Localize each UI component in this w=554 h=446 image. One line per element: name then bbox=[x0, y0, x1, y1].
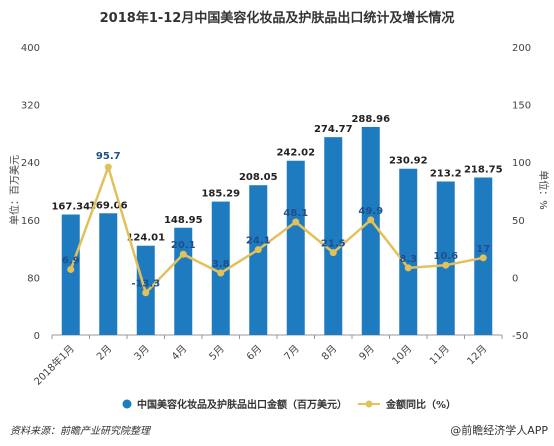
growth-point bbox=[142, 289, 150, 297]
growth-data-label: 10.6 bbox=[433, 251, 458, 262]
bar bbox=[399, 168, 418, 335]
watermark-text: @前瞻经济学人APP bbox=[450, 423, 548, 437]
growth-point bbox=[479, 254, 487, 262]
bar-data-label: 124.01 bbox=[126, 233, 165, 244]
legend-line-dot bbox=[365, 400, 373, 408]
chart-title: 2018年1-12月中国美容化妆品及护肤品出口统计及增长情况 bbox=[100, 10, 455, 26]
legend-bar-text: 中国美容化妆品及护肤品出口金额（百万美元） bbox=[137, 398, 347, 411]
bar-data-label: 288.96 bbox=[351, 114, 390, 125]
growth-data-label: 20.1 bbox=[171, 240, 196, 251]
bar-data-label: 274.77 bbox=[314, 124, 353, 135]
x-tick-labels: 2018年1月 2月 3月 4月 5月 6月 7月 8月 9月 10月 11月 12月 bbox=[31, 342, 489, 388]
bar bbox=[286, 160, 305, 335]
growth-data-label: 95.7 bbox=[96, 151, 121, 162]
y-right-tick-label: -50 bbox=[512, 331, 528, 342]
bar-data-label: 230.92 bbox=[389, 156, 428, 167]
growth-point bbox=[367, 216, 375, 224]
growth-point bbox=[254, 246, 262, 254]
y-right-axis-label: 单位：% bbox=[537, 170, 550, 210]
x-tick-label: 2月 bbox=[94, 343, 114, 363]
x-tick-label: 11月 bbox=[427, 343, 452, 368]
bar bbox=[99, 213, 118, 335]
bar bbox=[174, 227, 193, 335]
x-tick-label: 10月 bbox=[390, 343, 415, 368]
growth-data-label: 48.1 bbox=[283, 208, 308, 219]
bar bbox=[211, 201, 230, 335]
bar bbox=[436, 181, 455, 335]
growth-point bbox=[404, 264, 412, 272]
legend: 中国美容化妆品及护肤品出口金额（百万美元） 金额同比（%） bbox=[122, 398, 456, 411]
y-left-tick-label: 400 bbox=[21, 43, 40, 54]
y-right-tick-label: 150 bbox=[512, 101, 531, 112]
x-tick-label: 9月 bbox=[357, 343, 377, 363]
y-left-tick-label: 160 bbox=[21, 216, 40, 227]
bar-data-label: 242.02 bbox=[276, 148, 315, 159]
growth-data-label: 17 bbox=[476, 244, 490, 255]
growth-data-label: 21.5 bbox=[321, 239, 346, 250]
y-right-tick-label: 100 bbox=[512, 158, 531, 169]
x-tick-label: 12月 bbox=[465, 343, 490, 368]
bar-data-label: 185.29 bbox=[201, 189, 240, 200]
bar-data-label: 208.05 bbox=[239, 172, 278, 183]
x-tick-label: 5月 bbox=[207, 343, 227, 363]
growth-data-label: -13.3 bbox=[131, 279, 160, 290]
growth-point bbox=[67, 265, 75, 273]
legend-bar-marker bbox=[122, 399, 132, 409]
bar bbox=[61, 214, 80, 335]
growth-data-label: 3.8 bbox=[212, 259, 230, 270]
x-tick-label: 8月 bbox=[319, 343, 339, 363]
y-left-axis-label: 单位：百万美元 bbox=[8, 155, 21, 225]
bar bbox=[324, 137, 343, 335]
growth-data-label: 6.9 bbox=[62, 255, 80, 266]
y-left-tick-label: 0 bbox=[34, 331, 40, 342]
growth-point bbox=[104, 163, 112, 171]
bar bbox=[361, 126, 380, 336]
growth-point bbox=[292, 218, 300, 226]
x-tick-label: 2018年1月 bbox=[31, 342, 77, 388]
y-right-tick-label: 0 bbox=[512, 273, 518, 284]
x-tick-label: 6月 bbox=[244, 343, 264, 363]
bar bbox=[249, 185, 268, 335]
line-series: 6.9 95.7 -13.3 20.1 3.8 24.1 48.1 21.5 49.9 8.3 10… bbox=[62, 151, 490, 297]
growth-point bbox=[217, 269, 225, 277]
x-tick-label: 3月 bbox=[132, 343, 152, 363]
y-left-tick-label: 80 bbox=[27, 273, 40, 284]
bar-data-label: 218.75 bbox=[464, 165, 503, 176]
x-tick-label: 4月 bbox=[169, 343, 189, 363]
bar-data-label: 167.34 bbox=[51, 202, 90, 213]
y-left-tick-label: 240 bbox=[21, 158, 40, 169]
bar-data-label: 213.2 bbox=[430, 168, 462, 179]
growth-line bbox=[69, 163, 484, 296]
axes: 0 80 160 240 320 400 -50 0 50 100 150 200 bbox=[21, 43, 531, 342]
y-left-tick-label: 320 bbox=[21, 101, 40, 112]
y-right-tick-label: 200 bbox=[512, 43, 531, 54]
bar-data-label: 148.95 bbox=[164, 215, 203, 226]
growth-point bbox=[329, 249, 337, 257]
source-note: 资料来源：前瞻产业研究院整理 bbox=[10, 425, 152, 437]
x-tick-label: 7月 bbox=[282, 343, 302, 363]
growth-data-label: 8.3 bbox=[399, 254, 417, 265]
growth-point bbox=[179, 250, 187, 258]
y-right-tick-label: 50 bbox=[512, 216, 525, 227]
growth-point bbox=[442, 261, 450, 269]
growth-data-label: 49.9 bbox=[358, 206, 383, 217]
growth-data-label: 24.1 bbox=[246, 236, 271, 247]
bar-data-label: 169.06 bbox=[89, 200, 128, 211]
legend-line-text: 金额同比（%） bbox=[385, 398, 456, 411]
